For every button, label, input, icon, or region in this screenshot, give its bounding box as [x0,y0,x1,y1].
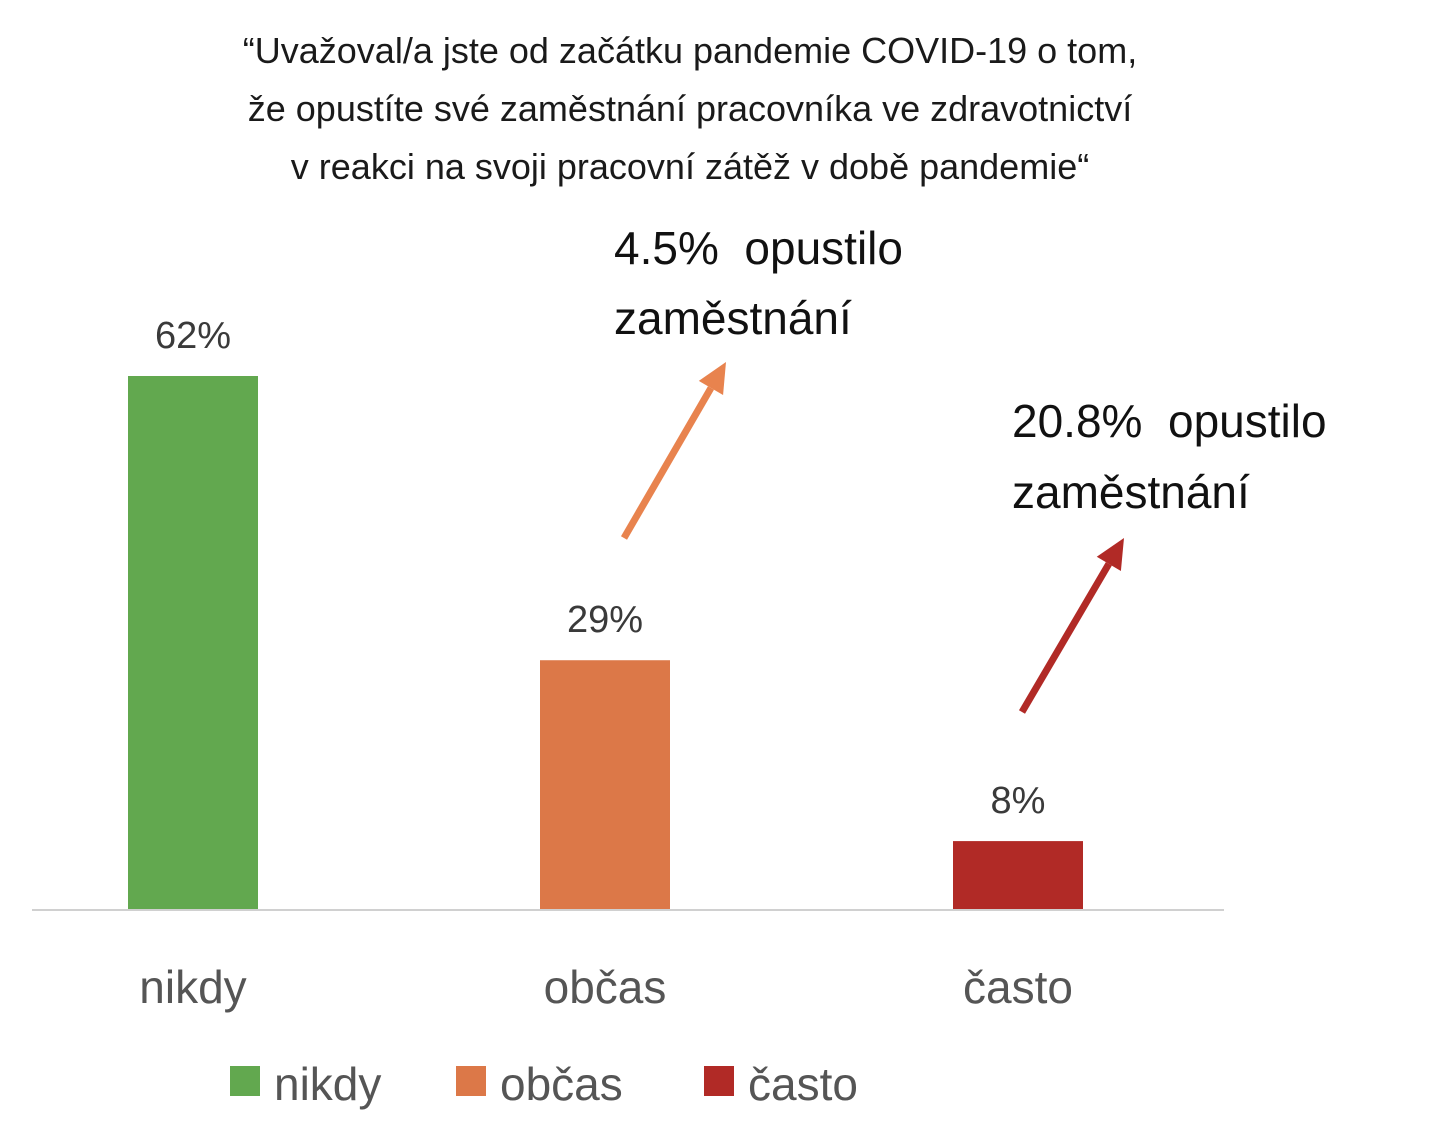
bar-nikdy [128,376,258,910]
arrow-často [1018,562,1112,714]
chart-title-line-1: “Uvažoval/a jste od začátku pandemie COV… [242,30,1138,71]
arrow-občas [620,386,714,540]
annotation-často-line-1: 20.8% opustilo [1012,395,1327,447]
value-label-často: 8% [991,780,1046,822]
legend-swatch-nikdy [230,1066,260,1096]
category-label-nikdy: nikdy [139,961,246,1013]
legend-label-občas: občas [500,1058,623,1110]
annotation-občas-line-1: 4.5% opustilo [614,222,903,274]
legend-label-nikdy: nikdy [274,1058,381,1110]
arrow-head-občas [698,362,726,395]
category-label-často: často [963,961,1073,1013]
category-label-občas: občas [544,961,667,1013]
chart-title-line-2: že opustíte své zaměstnání pracovníka ve… [247,88,1133,129]
bar-často [953,841,1083,910]
value-label-občas: 29% [567,599,643,641]
legend-swatch-často [704,1066,734,1096]
annotation-občas-line-2: zaměstnání [614,292,852,344]
chart-title: “Uvažoval/a jste od začátku pandemie COV… [40,22,1340,196]
arrow-head-často [1096,538,1124,571]
chart-title-line-3: v reakci na svoji pracovní zátěž v době … [290,146,1090,187]
legend-swatch-občas [456,1066,486,1096]
legend-label-často: často [748,1058,858,1110]
value-label-nikdy: 62% [155,315,231,357]
annotation-často-line-2: zaměstnání [1012,466,1250,518]
bar-občas [540,660,670,910]
